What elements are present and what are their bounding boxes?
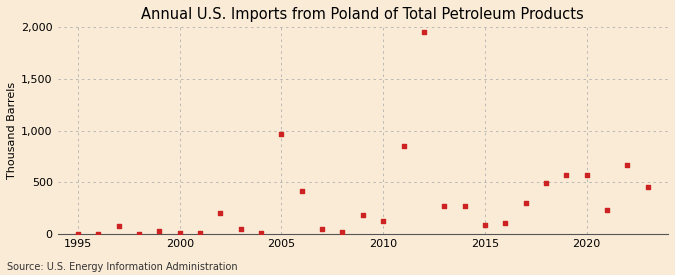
Point: [581, 173, 592, 177]
Point: [154, 229, 165, 233]
Point: [256, 231, 267, 236]
Point: [418, 30, 429, 35]
Point: [601, 208, 612, 212]
Point: [134, 232, 144, 236]
Point: [236, 227, 246, 231]
Point: [520, 201, 531, 205]
Point: [296, 188, 307, 193]
Title: Annual U.S. Imports from Poland of Total Petroleum Products: Annual U.S. Imports from Poland of Total…: [142, 7, 584, 22]
Point: [398, 144, 409, 148]
Y-axis label: Thousand Barrels: Thousand Barrels: [7, 82, 17, 179]
Point: [174, 231, 185, 236]
Text: Source: U.S. Energy Information Administration: Source: U.S. Energy Information Administ…: [7, 262, 238, 272]
Point: [194, 231, 205, 236]
Point: [337, 230, 348, 235]
Point: [479, 222, 490, 227]
Point: [561, 173, 572, 177]
Point: [317, 227, 327, 231]
Point: [500, 220, 511, 225]
Point: [541, 181, 551, 186]
Point: [215, 211, 225, 216]
Point: [113, 224, 124, 229]
Point: [622, 163, 632, 167]
Point: [72, 232, 83, 236]
Point: [643, 185, 653, 190]
Point: [276, 131, 287, 136]
Point: [459, 204, 470, 208]
Point: [439, 204, 450, 208]
Point: [378, 218, 389, 223]
Point: [358, 213, 369, 218]
Point: [93, 232, 104, 236]
